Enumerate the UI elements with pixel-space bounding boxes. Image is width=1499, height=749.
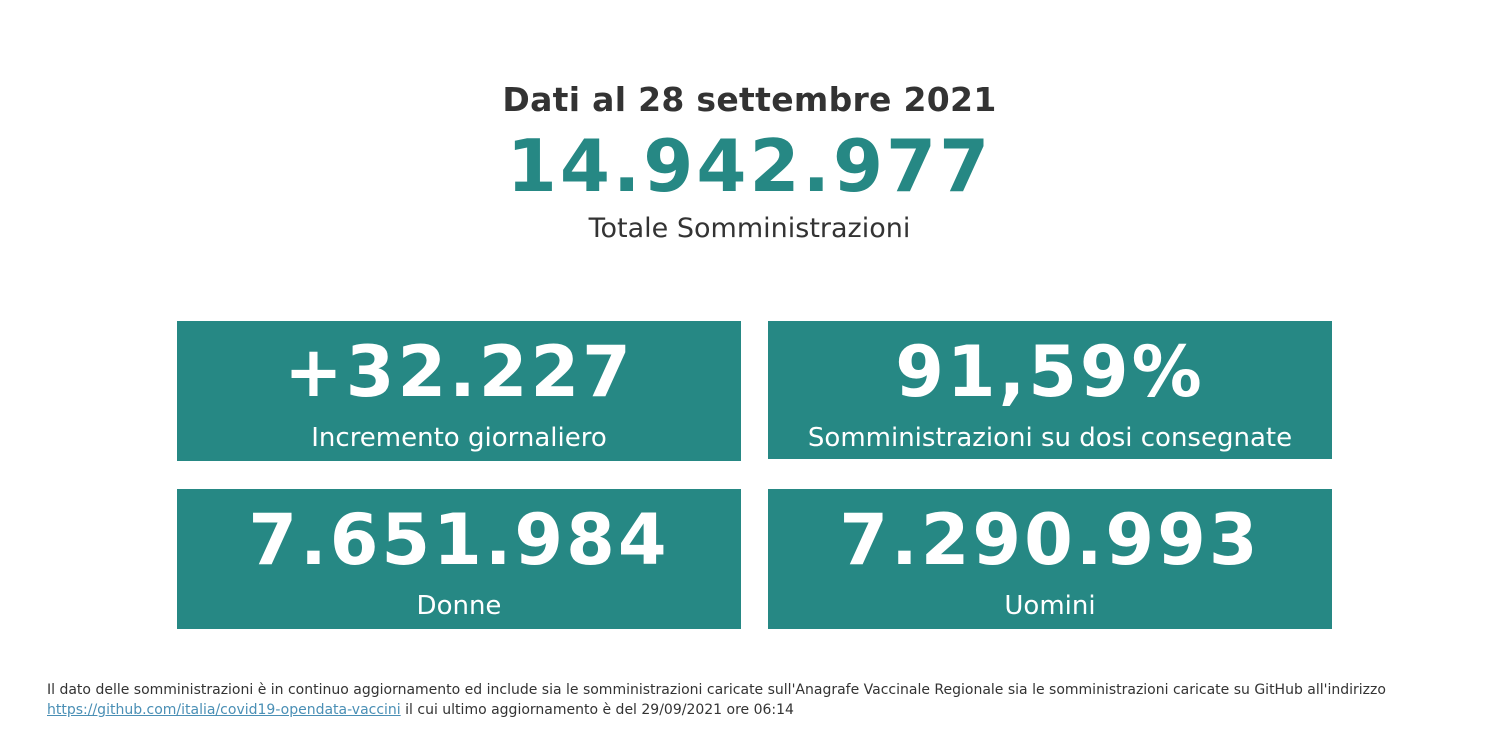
date-heading: Dati al 28 settembre 2021 — [502, 80, 997, 119]
daily-increment-value: +32.227 — [284, 331, 634, 413]
summary-header: Dati al 28 settembre 2021 14.942.977 Tot… — [0, 78, 1499, 246]
delivered-doses-value: 91,59% — [895, 331, 1205, 413]
footer-text-before: Il dato delle somministrazioni è in cont… — [47, 682, 1386, 698]
delivered-doses-card: 91,59% Somministrazioni su dosi consegna… — [768, 321, 1332, 459]
footer-text-after: il cui ultimo aggiornamento è del 29/09/… — [405, 702, 794, 718]
total-administrations-value: 14.942.977 — [506, 124, 993, 208]
men-label: Uomini — [1004, 591, 1096, 621]
daily-increment-label: Incremento giornaliero — [311, 423, 607, 453]
footer-note: Il dato delle somministrazioni è in cont… — [47, 680, 1487, 720]
total-administrations-label: Totale Somministrazioni — [588, 213, 911, 244]
women-card: 7.651.984 Donne — [177, 489, 741, 629]
men-card: 7.290.993 Uomini — [768, 489, 1332, 629]
men-value: 7.290.993 — [839, 499, 1261, 581]
women-label: Donne — [416, 591, 502, 621]
delivered-doses-label: Somministrazioni su dosi consegnate — [807, 423, 1293, 453]
daily-increment-card: +32.227 Incremento giornaliero — [177, 321, 741, 461]
github-link[interactable]: https://github.com/italia/covid19-openda… — [47, 702, 401, 718]
women-value: 7.651.984 — [248, 499, 670, 581]
